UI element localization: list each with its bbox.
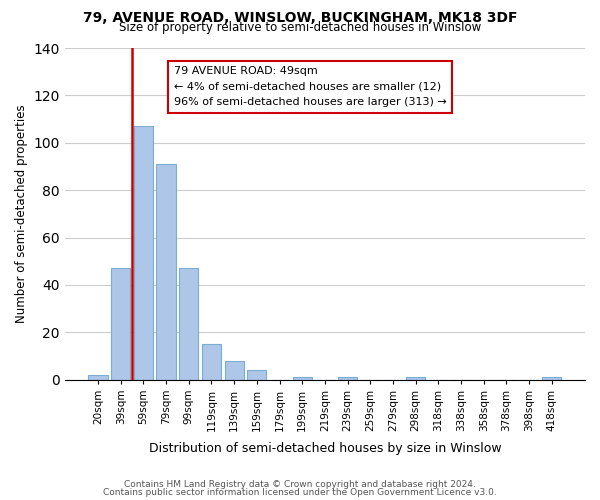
Bar <box>293 378 312 380</box>
Text: 79, AVENUE ROAD, WINSLOW, BUCKINGHAM, MK18 3DF: 79, AVENUE ROAD, WINSLOW, BUCKINGHAM, MK… <box>83 11 517 25</box>
Bar <box>406 378 425 380</box>
Text: Contains public sector information licensed under the Open Government Licence v3: Contains public sector information licen… <box>103 488 497 497</box>
Bar <box>224 361 244 380</box>
Bar <box>157 164 176 380</box>
Bar <box>542 378 562 380</box>
Bar <box>134 126 153 380</box>
Y-axis label: Number of semi-detached properties: Number of semi-detached properties <box>15 104 28 323</box>
Text: Size of property relative to semi-detached houses in Winslow: Size of property relative to semi-detach… <box>119 22 481 35</box>
X-axis label: Distribution of semi-detached houses by size in Winslow: Distribution of semi-detached houses by … <box>149 442 501 455</box>
Text: 79 AVENUE ROAD: 49sqm
← 4% of semi-detached houses are smaller (12)
96% of semi-: 79 AVENUE ROAD: 49sqm ← 4% of semi-detac… <box>174 66 447 108</box>
Bar <box>247 370 266 380</box>
Bar <box>202 344 221 380</box>
Bar <box>338 378 357 380</box>
Bar <box>179 268 199 380</box>
Bar <box>88 375 108 380</box>
Text: Contains HM Land Registry data © Crown copyright and database right 2024.: Contains HM Land Registry data © Crown c… <box>124 480 476 489</box>
Bar <box>111 268 130 380</box>
